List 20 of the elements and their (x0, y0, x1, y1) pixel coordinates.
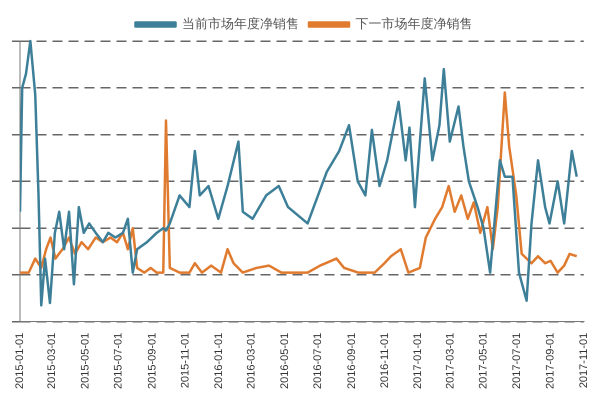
x-tick-label: 2015-07-01 (112, 332, 125, 390)
x-tick-label: 2016-05-01 (278, 332, 291, 390)
x-tick-label: 2017-05-01 (478, 332, 490, 390)
x-tick-label: 2015-03-01 (46, 332, 58, 390)
x-tick-label: 2015-05-01 (79, 332, 92, 390)
x-tick-label: 2017-01-01 (412, 332, 424, 390)
x-tick-label: 2016-01-01 (212, 332, 225, 390)
x-tick-label: 2015-09-01 (146, 332, 158, 390)
x-tick-label: 2017-09-01 (544, 332, 557, 390)
x-tick-label: 2015-11-01 (180, 332, 192, 388)
x-tick-label: 2017-03-01 (444, 332, 456, 390)
x-tick-label: 2016-03-01 (246, 332, 258, 390)
x-tick-label: 2016-07-01 (312, 332, 324, 390)
x-tick-label: 2016-09-01 (346, 332, 358, 390)
x-tick-label: 2017-11-01 (578, 332, 590, 388)
x-tick-label: 2017-07-01 (510, 332, 523, 390)
legend-label: 当前市场年度净销售 (182, 16, 299, 32)
x-tick-label: 2016-11-01 (379, 332, 392, 388)
legend-label: 下一市场年度净销售 (356, 16, 472, 32)
x-tick-label: 2015-01-01 (14, 332, 26, 390)
